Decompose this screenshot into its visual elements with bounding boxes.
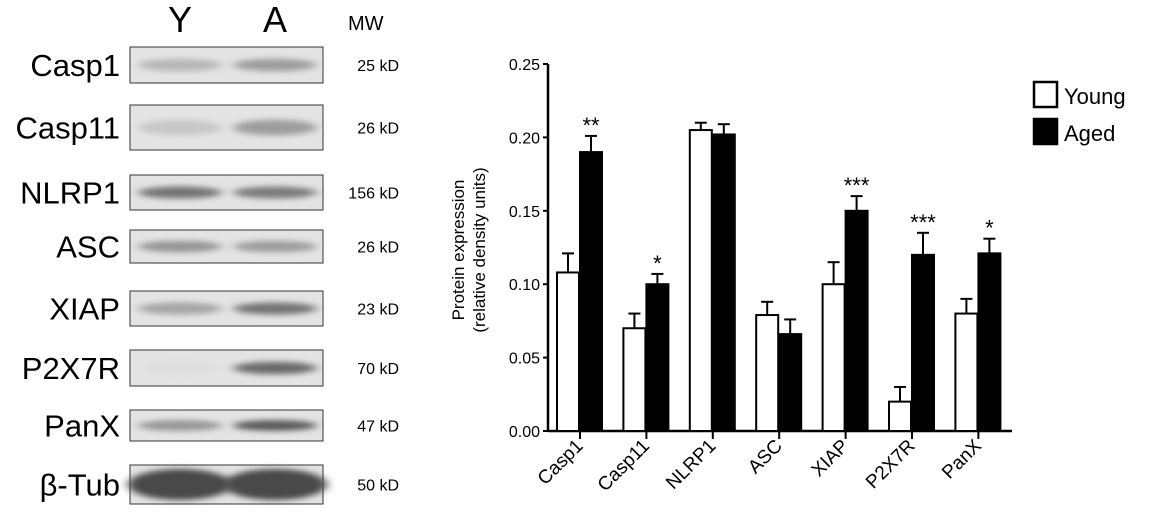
protein-band (138, 240, 222, 253)
lane-label-young: Y (168, 0, 192, 40)
bar-young (556, 271, 580, 432)
significance-marker: * (985, 216, 994, 241)
y-tick-label: 0.10 (509, 277, 540, 294)
molecular-weight: 25 kD (357, 58, 399, 75)
western-blot-panel: Y A MW Casp1 25 kD Casp11 26 kD NLRP1 156 kD A… (15, 0, 399, 505)
y-tick-label: 0.15 (509, 204, 540, 221)
protein-band (138, 58, 222, 72)
bar-aged (911, 253, 935, 432)
protein-label: β-Tub (40, 468, 120, 503)
protein-band (233, 58, 317, 72)
molecular-weight: 26 kD (357, 121, 399, 138)
bar-aged (778, 333, 803, 432)
y-axis-label: (relative density units) (470, 167, 489, 332)
blot-row-7: β-Tub 50 kD (40, 464, 399, 505)
x-tick-label: Casp11 (594, 436, 654, 496)
blot-row-0: Casp1 25 kD (30, 46, 399, 84)
molecular-weight: 26 kD (357, 240, 399, 257)
protein-band (233, 119, 317, 136)
blot-row-1: Casp11 26 kD (15, 104, 399, 151)
y-tick-label: 0.20 (509, 130, 540, 147)
protein-label: P2X7R (22, 351, 120, 386)
protein-band (233, 240, 317, 253)
x-tick-label: NLRP1 (662, 436, 720, 494)
significance-marker: *** (844, 173, 870, 198)
protein-label: NLRP1 (20, 176, 120, 211)
bar-aged (645, 283, 670, 433)
x-tick-label: P2X7R (862, 436, 919, 493)
y-tick-label: 0.00 (509, 424, 540, 441)
blot-row-3: ASC 26 kD (56, 229, 399, 265)
legend-label: Young (1064, 84, 1126, 109)
blot-row-2: NLRP1 156 kD (20, 174, 399, 211)
x-tick-label: XIAP (808, 436, 853, 481)
protein-label: ASC (56, 230, 120, 265)
bar-young (755, 314, 780, 433)
legend-swatch-young (1032, 80, 1059, 109)
molecular-weight: 70 kD (357, 361, 399, 378)
bar-aged (844, 209, 869, 432)
molecular-weight: 47 kD (357, 419, 399, 436)
protein-band (138, 302, 222, 315)
y-tick-label: 0.25 (509, 57, 540, 74)
bar-young (622, 327, 647, 432)
bar-aged (579, 151, 603, 433)
molecular-weight: 23 kD (357, 302, 399, 319)
molecular-weight: 50 kD (357, 478, 399, 495)
blot-row-4: XIAP 23 kD (49, 290, 399, 327)
protein-label: XIAP (49, 292, 120, 327)
protein-band (138, 186, 222, 199)
bar-young (821, 283, 846, 433)
protein-band (233, 302, 317, 315)
mw-header: MW (348, 13, 384, 35)
bar-young (688, 129, 713, 432)
blot-row-5: P2X7R 70 kD (22, 349, 399, 387)
legend-label: Aged (1064, 121, 1115, 146)
bar-aged (711, 133, 736, 433)
bar-aged (977, 252, 1002, 432)
bar-young (888, 400, 912, 433)
protein-band (233, 186, 317, 199)
x-tick-label: ASC (744, 436, 786, 478)
protein-band (223, 468, 327, 501)
x-tick-label: Casp1 (534, 436, 588, 490)
protein-band (138, 361, 222, 375)
protein-band (138, 119, 222, 136)
x-tick-label: PanX (938, 435, 986, 483)
bar-young (954, 312, 979, 432)
protein-label: Casp11 (15, 111, 120, 146)
protein-band (138, 420, 222, 431)
bar-chart: 0.00 0.05 0.10 0.15 0.20 0.25 Protein expressi… (449, 57, 1126, 496)
y-axis-label: Protein expression (449, 180, 468, 321)
protein-label: PanX (44, 409, 120, 444)
legend-swatch-aged (1032, 117, 1059, 146)
significance-marker: ** (582, 113, 600, 138)
significance-marker: *** (910, 210, 936, 235)
y-tick-label: 0.05 (509, 351, 540, 368)
protein-band (233, 420, 317, 431)
protein-label: Casp1 (30, 48, 120, 83)
protein-band (128, 468, 232, 501)
significance-marker: * (653, 251, 662, 276)
lane-label-aged: A (263, 0, 287, 40)
molecular-weight: 156 kD (348, 186, 399, 203)
protein-band (233, 361, 317, 375)
blot-row-6: PanX 47 kD (44, 409, 399, 444)
